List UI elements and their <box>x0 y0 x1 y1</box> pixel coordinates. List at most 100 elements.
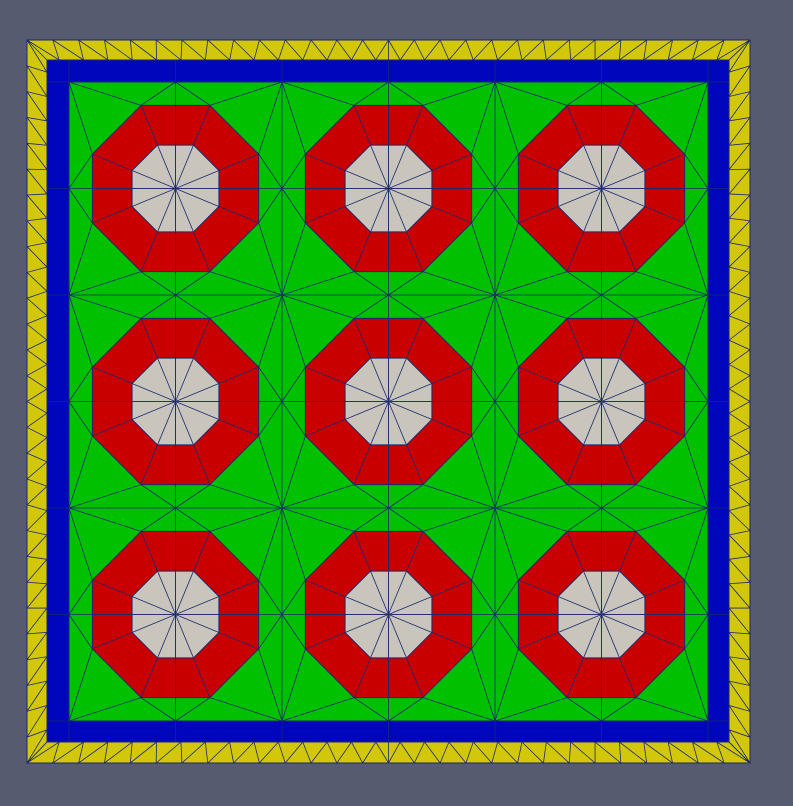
moderator-mesh-edge <box>684 401 709 437</box>
fuel-spoke-edge <box>601 614 646 633</box>
fuel-spoke-edge <box>601 570 620 615</box>
moderator-mesh-edge <box>353 484 389 509</box>
fuel-spoke-edge <box>370 401 389 446</box>
moderator-mesh-edge <box>281 294 355 319</box>
fuel-spoke-edge <box>388 144 407 189</box>
cladding-mesh-edge <box>406 231 424 272</box>
cladding-mesh-edge <box>566 105 584 146</box>
fuel-spoke-edge <box>131 596 176 615</box>
fuel-spoke-edge <box>601 383 646 402</box>
cladding-mesh-edge <box>140 531 158 572</box>
fuel-spoke-edge <box>175 144 194 189</box>
moderator-mesh-edge <box>175 294 211 319</box>
fuel-spoke-edge <box>175 614 194 659</box>
moderator-mesh-edge <box>68 81 93 155</box>
moderator-mesh-edge <box>684 507 709 581</box>
cladding-mesh-edge <box>193 318 211 359</box>
fuel-spoke-edge <box>583 401 602 446</box>
moderator-mesh-edge <box>281 81 355 106</box>
fuel-spoke-edge <box>370 570 389 615</box>
cladding-mesh-edge <box>92 366 133 384</box>
moderator-mesh-edge <box>471 81 496 155</box>
moderator-mesh-edge <box>422 81 496 106</box>
moderator-mesh-edge <box>684 366 709 402</box>
fuel-spoke-edge <box>157 570 176 615</box>
fuel-spoke-edge <box>388 570 407 615</box>
moderator-mesh-edge <box>684 153 709 189</box>
moderator-mesh-edge <box>684 614 709 650</box>
fuel-spoke-edge <box>388 614 407 659</box>
cladding-mesh-edge <box>218 419 259 437</box>
moderator-mesh-edge <box>388 484 424 509</box>
moderator-mesh-edge <box>684 435 709 509</box>
cladding-mesh-edge <box>140 657 158 698</box>
moderator-mesh-edge <box>258 507 283 581</box>
moderator-mesh-edge <box>353 271 389 296</box>
moderator-mesh-edge <box>422 484 496 509</box>
moderator-mesh-edge <box>635 81 709 106</box>
moderator-mesh-edge <box>471 648 496 722</box>
fuel-spoke-edge <box>601 188 620 233</box>
moderator-mesh-edge <box>494 81 568 106</box>
moderator-mesh-edge <box>175 484 211 509</box>
cladding-mesh-edge <box>406 318 424 359</box>
moderator-mesh-edge <box>635 271 709 296</box>
fuel-spoke-edge <box>131 401 176 420</box>
cladding-mesh-edge <box>193 105 211 146</box>
moderator-mesh-edge <box>471 222 496 296</box>
cladding-mesh-edge <box>193 444 211 485</box>
fuel-spoke-edge <box>583 614 602 659</box>
moderator-mesh-edge <box>635 697 709 722</box>
fuel-spoke-edge <box>157 357 176 402</box>
moderator-mesh-edge <box>601 484 637 509</box>
fuel-spoke-edge <box>175 401 220 420</box>
fuel-spoke-edge <box>157 401 176 446</box>
fuel-spoke-edge <box>344 170 389 189</box>
cladding-mesh-edge <box>92 419 133 437</box>
mesh-edges-layer <box>47 60 729 742</box>
fuel-spoke-edge <box>583 188 602 233</box>
fuel-spoke-edge <box>557 383 602 402</box>
moderator-mesh-edge <box>281 271 355 296</box>
moderator-mesh-edge <box>635 507 709 532</box>
moderator-mesh-edge <box>494 507 519 581</box>
cladding-mesh-edge <box>406 444 424 485</box>
cladding-mesh-edge <box>218 579 259 597</box>
moderator-mesh-edge <box>281 697 355 722</box>
moderator-mesh-edge <box>281 435 306 509</box>
moderator-mesh-edge <box>140 697 176 722</box>
moderator-mesh-edge <box>209 507 283 532</box>
moderator-mesh-edge <box>175 697 211 722</box>
moderator-mesh-edge <box>494 366 519 402</box>
fuel-spoke-edge <box>388 170 433 189</box>
moderator-mesh-edge <box>684 648 709 722</box>
cladding-mesh-edge <box>353 318 371 359</box>
cladding-mesh-edge <box>140 105 158 146</box>
cladding-mesh-edge <box>644 632 685 650</box>
moderator-mesh-edge <box>388 294 424 319</box>
moderator-mesh-edge <box>68 366 93 402</box>
cladding-mesh-edge <box>353 531 371 572</box>
moderator-mesh-edge <box>684 81 709 155</box>
moderator-mesh-edge <box>258 579 283 615</box>
fuel-spoke-edge <box>601 188 646 207</box>
cladding-mesh-edge <box>518 153 559 171</box>
cladding-mesh-edge <box>218 632 259 650</box>
moderator-mesh-edge <box>684 294 709 368</box>
cladding-mesh-edge <box>644 366 685 384</box>
cladding-mesh-edge <box>92 632 133 650</box>
fuel-spoke-edge <box>601 614 620 659</box>
moderator-mesh-edge <box>494 484 568 509</box>
moderator-mesh-edge <box>140 81 176 106</box>
fuel-spoke-edge <box>175 401 194 446</box>
moderator-mesh-edge <box>684 579 709 615</box>
fuel-spoke-edge <box>157 144 176 189</box>
fuel-spoke-edge <box>601 170 646 189</box>
cladding-mesh-edge <box>566 444 584 485</box>
cladding-mesh-edge <box>619 657 637 698</box>
fuel-spoke-edge <box>583 570 602 615</box>
fuel-spoke-edge <box>388 188 433 207</box>
ring-corner-edge <box>26 39 48 61</box>
